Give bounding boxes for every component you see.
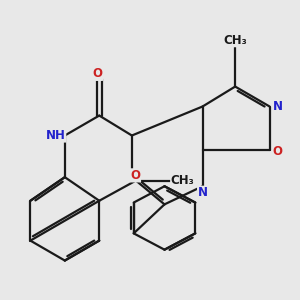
Text: CH₃: CH₃	[223, 34, 247, 47]
Text: CH₃: CH₃	[171, 174, 194, 187]
Text: NH: NH	[46, 129, 66, 142]
Text: N: N	[273, 100, 283, 113]
Text: O: O	[130, 169, 140, 182]
Text: O: O	[273, 145, 283, 158]
Text: O: O	[92, 68, 102, 80]
Text: N: N	[198, 186, 208, 199]
